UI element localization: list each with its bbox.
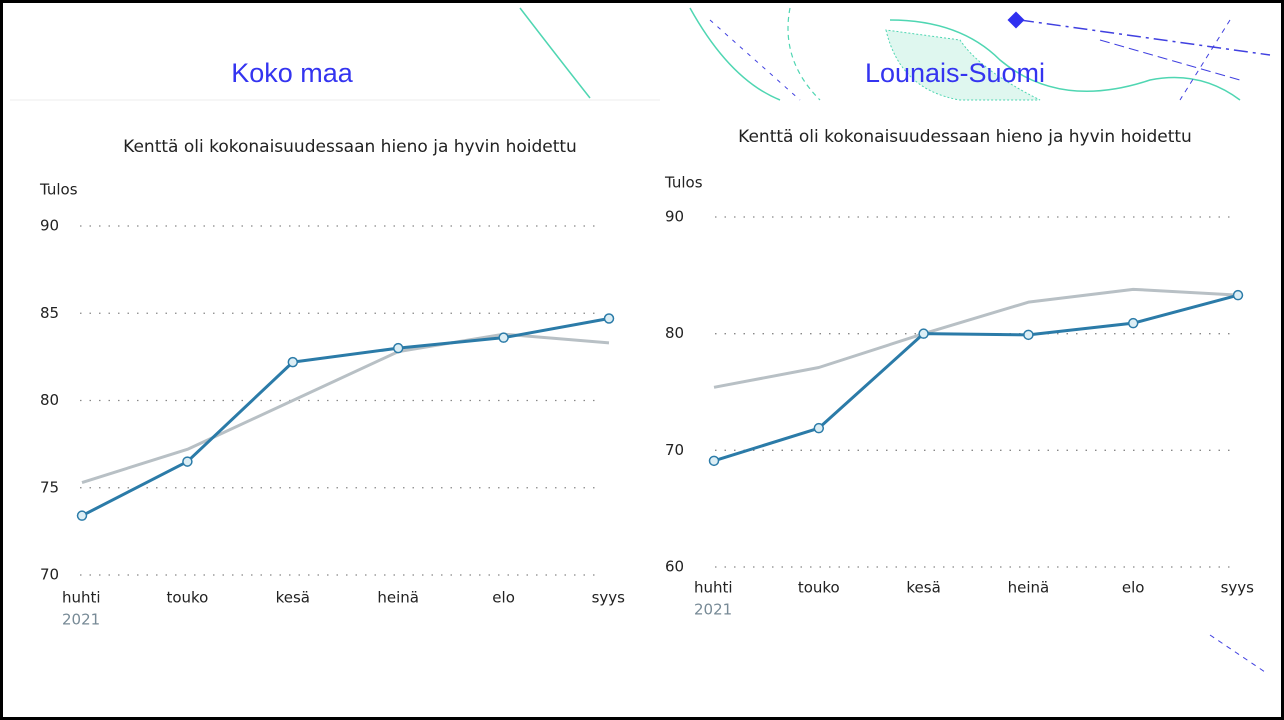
- chart-title: Kenttä oli kokonaisuudessaan hieno ja hy…: [123, 137, 577, 157]
- x-tick-label: kesä: [906, 579, 940, 597]
- x-tick-label: huhti: [62, 589, 101, 607]
- x-tick-label: kesä: [276, 589, 310, 607]
- series-line: [713, 293, 1239, 463]
- point: [813, 422, 825, 434]
- x-tick-label: touko: [798, 579, 840, 597]
- x-tick-label: syys: [1221, 579, 1255, 597]
- chart-title: Kenttä oli kokonaisuudessaan hieno ja hy…: [738, 127, 1192, 147]
- point: [1232, 289, 1244, 301]
- y-tick-label: 75: [40, 478, 59, 496]
- point: [392, 342, 404, 354]
- y-axis-label: Tulos: [39, 181, 78, 199]
- y-tick-label: 70: [665, 441, 684, 459]
- y-tick-label: 90: [40, 217, 59, 235]
- x-tick-label: heinä: [1008, 579, 1050, 597]
- point: [918, 328, 929, 339]
- y-axis-label: Tulos: [664, 174, 703, 192]
- x-tick-label: elo: [1122, 579, 1145, 597]
- x-year-label: 2021: [694, 601, 732, 619]
- panel-title: Koko maa: [231, 58, 354, 88]
- y-tick-label: 60: [665, 558, 684, 576]
- series-line: [81, 317, 610, 518]
- x-tick-label: huhti: [694, 579, 733, 597]
- x-tick-label: touko: [166, 589, 208, 607]
- point: [287, 356, 299, 368]
- y-tick-label: 80: [665, 324, 684, 342]
- panel-title: Lounais-Suomi: [865, 58, 1045, 88]
- point: [1023, 329, 1034, 341]
- point: [603, 313, 615, 324]
- y-tick-label: 70: [40, 566, 59, 584]
- y-tick-label: 90: [665, 208, 684, 226]
- decoration: [10, 7, 1271, 673]
- x-tick-label: elo: [492, 589, 515, 607]
- y-tick-label: 80: [40, 391, 59, 409]
- point: [76, 510, 88, 521]
- x-year-label: 2021: [62, 611, 100, 629]
- x-tick-label: heinä: [377, 589, 419, 607]
- point: [708, 455, 720, 467]
- series-line: [713, 287, 1239, 389]
- point: [182, 456, 193, 467]
- point: [498, 332, 509, 343]
- y-tick-label: 85: [40, 304, 59, 322]
- x-tick-label: syys: [592, 589, 626, 607]
- point: [1127, 317, 1139, 329]
